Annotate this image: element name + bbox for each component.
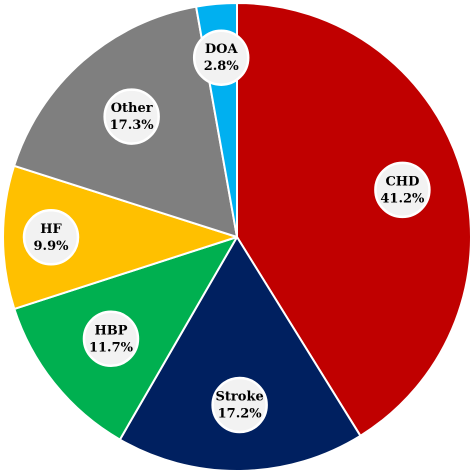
label-bubble <box>82 310 140 368</box>
slice-value-label: 17.2% <box>218 406 263 421</box>
pie-label-hbp: HBP 11.7% <box>82 310 140 368</box>
pie-slice-chd <box>236 2 472 437</box>
slice-value-label: 11.7% <box>89 340 134 355</box>
slice-value-label: 9.9% <box>34 239 70 254</box>
label-bubble <box>103 88 160 145</box>
label-bubble <box>192 29 250 86</box>
pie-slice-stroke <box>118 236 362 472</box>
pie-slice-hf <box>2 164 238 310</box>
slice-category-label: DOA <box>205 42 239 57</box>
pie-label-doa: DOA 2.8% <box>192 29 250 86</box>
slice-value-label: 17.3% <box>110 118 155 133</box>
slice-value-label: 2.8% <box>204 59 240 74</box>
label-bubble <box>211 376 268 434</box>
pie-label-other: Other 17.3% <box>103 88 160 145</box>
slice-category-label: Other <box>111 101 153 116</box>
pie-label-hf: HF 9.9% <box>22 209 80 266</box>
slice-value-label: 41.2% <box>380 191 425 206</box>
label-bubble <box>374 161 431 219</box>
pie-label-stroke: Stroke 17.2% <box>211 376 268 434</box>
slice-category-label: HF <box>40 222 62 237</box>
label-bubble <box>22 209 80 266</box>
pie-label-chd: CHD 41.2% <box>374 161 431 219</box>
slice-category-label: Stroke <box>216 389 264 404</box>
slice-category-label: HBP <box>94 323 127 338</box>
pie-labels: CHD 41.2% Stroke 17.2% HBP 11.7% HF 9.9% Other 17… <box>22 29 431 434</box>
slice-category-label: CHD <box>385 174 419 189</box>
